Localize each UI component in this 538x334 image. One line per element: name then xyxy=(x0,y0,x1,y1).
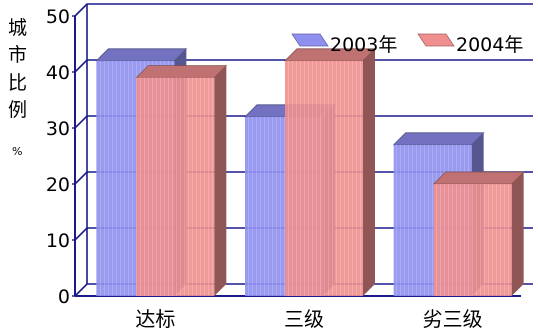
y-axis-label-char: 比 xyxy=(8,72,28,94)
legend: 2003年 2004年 xyxy=(291,33,523,56)
bars xyxy=(95,48,525,296)
legend-item: 2004年 xyxy=(417,33,523,56)
bar-series-2 xyxy=(284,48,376,296)
y-tick-label: 50 xyxy=(46,6,70,28)
y-axis-label-char: 市 xyxy=(8,44,28,66)
bar-series-2 xyxy=(135,65,228,296)
y-axis-unit-label: % xyxy=(12,145,23,158)
gridline xyxy=(74,3,533,17)
legend-label: 2003年 xyxy=(330,34,397,56)
axis-labels: 0 10 20 30 40 50 达标 三级 劣三级 xyxy=(46,6,483,331)
x-tick-label: 达标 xyxy=(135,307,175,331)
legend-label: 2004年 xyxy=(456,34,523,56)
y-tick-label: 0 xyxy=(58,286,70,308)
y-tick-label: 30 xyxy=(46,118,70,140)
y-tick-label: 20 xyxy=(46,174,70,196)
y-tick-label: 40 xyxy=(46,62,70,84)
y-tick-label: 10 xyxy=(46,230,70,252)
x-tick-label: 三级 xyxy=(284,307,324,331)
legend-item: 2003年 xyxy=(291,33,397,56)
y-axis-label-char: 城 xyxy=(8,17,28,39)
y-axis-label-char: 例 xyxy=(8,99,28,121)
x-tick-label: 劣三级 xyxy=(423,307,483,331)
bar-series-2 xyxy=(432,171,525,296)
